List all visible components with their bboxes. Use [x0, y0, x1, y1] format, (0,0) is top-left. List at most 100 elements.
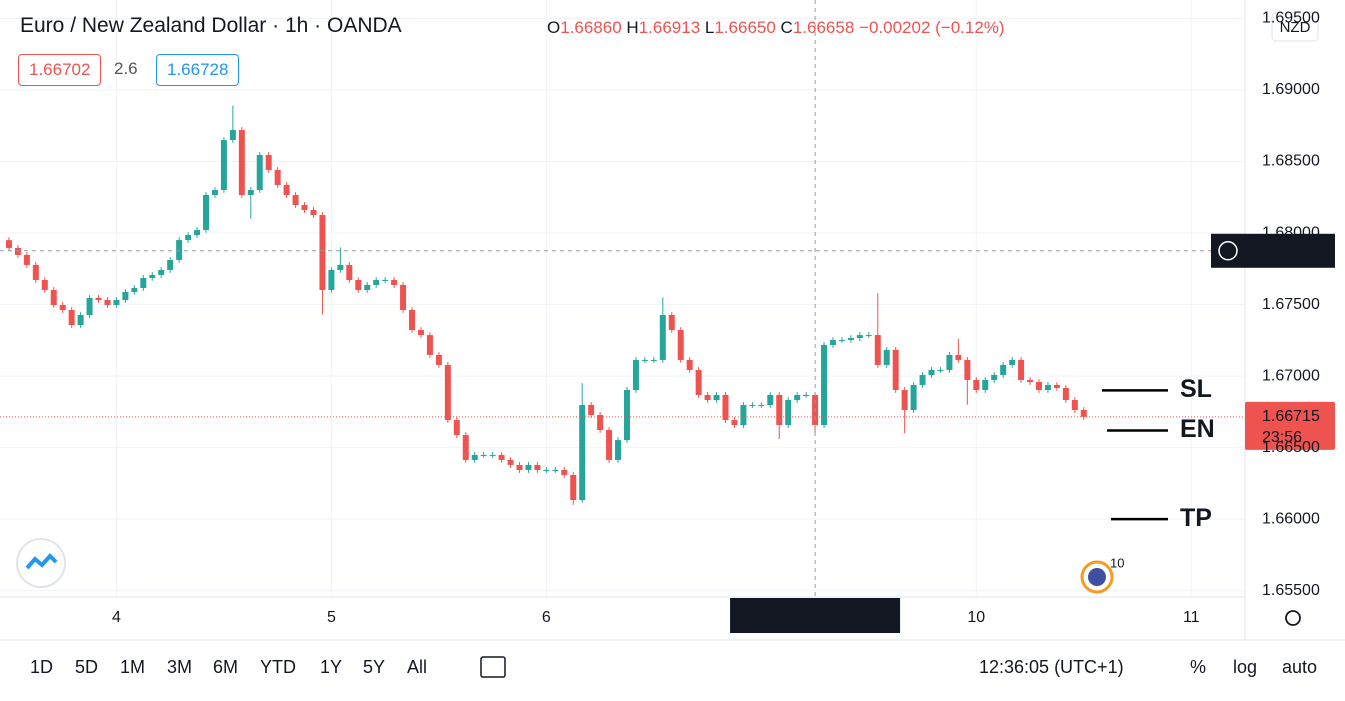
candle-body	[229, 130, 236, 141]
ask-box[interactable]: 1.66728	[156, 54, 240, 86]
candle-body	[453, 420, 460, 436]
range-button[interactable]: All	[407, 657, 428, 677]
candle-body	[767, 394, 774, 406]
candle-body	[1062, 387, 1069, 401]
candle-body	[964, 359, 971, 380]
candle-body	[480, 454, 487, 456]
candle-body	[391, 279, 398, 285]
range-button[interactable]: 1D	[30, 657, 54, 677]
candle-body	[328, 269, 335, 290]
events-icon-inner	[1088, 568, 1106, 586]
candle-body	[176, 240, 183, 260]
candle-body	[158, 269, 165, 275]
crosshair-time-box	[730, 598, 901, 633]
readout-key: O	[547, 18, 561, 37]
readout-value: 1.66860	[560, 18, 622, 37]
candle-body	[1000, 364, 1007, 375]
candle-body	[588, 405, 595, 416]
candle-body	[516, 464, 523, 470]
range-button[interactable]: 1M	[120, 657, 146, 677]
candle-body	[534, 464, 541, 470]
candle-body	[668, 315, 675, 331]
candle-body	[561, 469, 568, 475]
events-badge: 10	[1110, 555, 1124, 570]
candle-body	[283, 184, 290, 195]
x-tick-label: 6	[542, 609, 551, 626]
scale-option[interactable]: auto	[1282, 657, 1318, 677]
candle-body	[59, 305, 66, 311]
candle-body	[794, 394, 801, 401]
candle-body	[1035, 381, 1042, 390]
candle-body	[417, 330, 424, 336]
range-button[interactable]: 5D	[75, 657, 99, 677]
candle-body	[1071, 400, 1078, 411]
candle-body	[435, 354, 442, 365]
readout-value: 1.66650	[714, 18, 776, 37]
scale-option[interactable]: %	[1190, 657, 1207, 677]
candle-body	[740, 405, 747, 426]
candle-body	[400, 284, 407, 311]
readout-key: L	[704, 18, 715, 37]
logo-mark	[25, 553, 58, 570]
candle-body	[203, 194, 210, 231]
bid-box[interactable]: 1.66702	[18, 54, 102, 86]
candle-body	[695, 369, 702, 395]
candle-body	[131, 287, 138, 292]
candle-body	[749, 405, 756, 407]
candle-body	[525, 464, 532, 470]
countdown-label: 23:56	[1262, 429, 1302, 446]
source: OANDA	[326, 14, 402, 37]
candle-body	[847, 338, 854, 341]
candle-body	[552, 469, 559, 471]
candle-body	[256, 154, 263, 190]
candle-body	[856, 335, 863, 339]
range-button[interactable]: YTD	[260, 657, 296, 677]
candle-body	[928, 369, 935, 375]
symbol-title: Euro / New Zealand Dollar	[20, 14, 267, 37]
candle-body	[50, 289, 57, 306]
readout-key: H	[626, 18, 639, 37]
candle-body	[1018, 359, 1025, 380]
candle-body	[355, 279, 362, 290]
readout-key: C	[780, 18, 793, 37]
candle-body	[68, 310, 75, 326]
candle-body	[1009, 359, 1016, 365]
candle-body	[77, 315, 84, 326]
y-tick-label: 1.68000	[1262, 224, 1320, 241]
candle-body	[785, 400, 792, 426]
candle-body	[32, 264, 39, 280]
candle-body	[507, 459, 514, 465]
range-button[interactable]: 1Y	[320, 657, 343, 677]
crosshair-add-icon[interactable]	[1218, 241, 1238, 261]
candle-body	[776, 394, 783, 426]
candle-body	[892, 349, 899, 390]
date-range-icon[interactable]	[480, 656, 506, 678]
currency-button[interactable]	[1271, 12, 1319, 42]
candle-body	[623, 389, 630, 441]
candle-body	[883, 349, 890, 365]
candle-body	[641, 359, 648, 361]
candle-body	[1053, 384, 1060, 388]
settings-icon[interactable]	[1285, 610, 1301, 626]
candle-body	[238, 130, 245, 195]
candle-body	[677, 330, 684, 360]
interval: 1h	[284, 14, 309, 37]
candle-body	[659, 315, 666, 360]
x-tick-label: 5	[327, 609, 336, 626]
x-tick-label: 4	[112, 609, 121, 626]
y-tick-label: 1.65500	[1262, 582, 1320, 599]
candle-body	[122, 291, 129, 301]
candle-body	[937, 369, 944, 371]
last-price-label: 1.66715	[1262, 408, 1320, 425]
candle-body	[140, 277, 147, 288]
annotation-label: SL	[1180, 375, 1212, 403]
candle-body	[211, 189, 218, 195]
range-button[interactable]: 5Y	[363, 657, 386, 677]
scale-option[interactable]: log	[1233, 657, 1258, 677]
y-tick-label: 1.67500	[1262, 296, 1320, 313]
range-button[interactable]: 3M	[167, 657, 193, 677]
candle-body	[301, 205, 308, 211]
candle-body	[373, 279, 380, 285]
range-button[interactable]: 6M	[213, 657, 239, 677]
